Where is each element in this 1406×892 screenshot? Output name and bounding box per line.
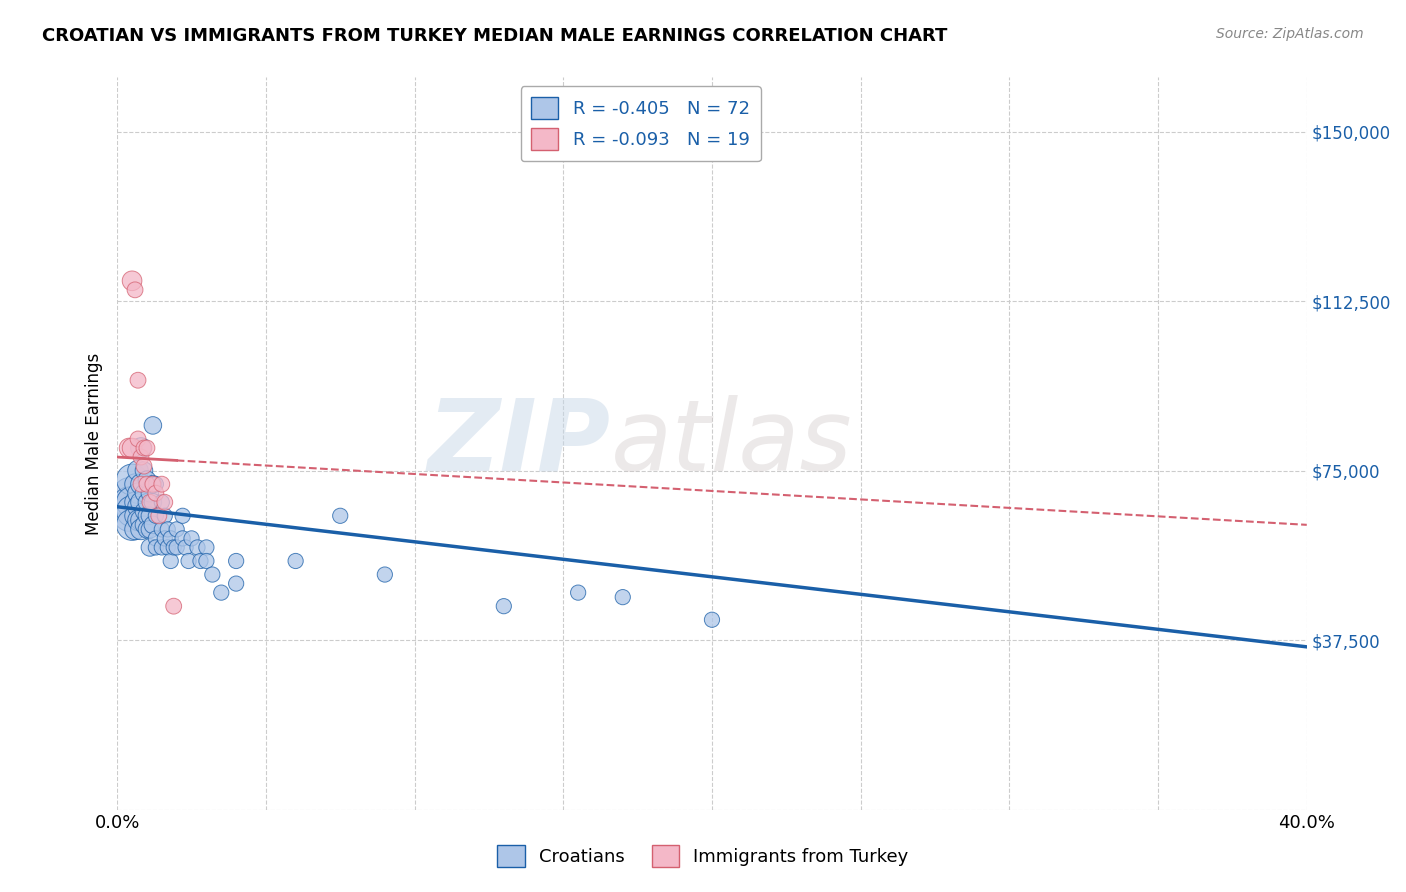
Point — [124, 508, 146, 523]
Point — [492, 599, 515, 614]
Point — [174, 541, 197, 555]
Point — [121, 441, 143, 455]
Point — [139, 522, 162, 536]
Point — [129, 495, 152, 509]
Point — [121, 517, 143, 532]
Point — [166, 522, 188, 536]
Point — [163, 599, 186, 614]
Point — [124, 522, 146, 536]
Point — [129, 513, 152, 527]
Point — [129, 477, 152, 491]
Point — [127, 432, 149, 446]
Point — [172, 532, 194, 546]
Point — [124, 283, 146, 297]
Point — [136, 477, 159, 491]
Point — [121, 274, 143, 288]
Point — [225, 576, 247, 591]
Point — [150, 495, 173, 509]
Point — [118, 486, 141, 500]
Point — [180, 532, 202, 546]
Point — [145, 477, 167, 491]
Point — [136, 495, 159, 509]
Point — [142, 477, 165, 491]
Point — [127, 500, 149, 514]
Point — [156, 522, 179, 536]
Point — [159, 532, 181, 546]
Legend: Croatians, Immigrants from Turkey: Croatians, Immigrants from Turkey — [491, 838, 915, 874]
Point — [124, 495, 146, 509]
Point — [118, 508, 141, 523]
Point — [132, 504, 155, 518]
Point — [129, 477, 152, 491]
Point — [195, 541, 218, 555]
Point — [136, 441, 159, 455]
Point — [156, 541, 179, 555]
Point — [124, 477, 146, 491]
Legend: R = -0.405   N = 72, R = -0.093   N = 19: R = -0.405 N = 72, R = -0.093 N = 19 — [520, 87, 761, 161]
Point — [172, 508, 194, 523]
Point — [142, 477, 165, 491]
Point — [139, 508, 162, 523]
Point — [127, 464, 149, 478]
Point — [121, 504, 143, 518]
Point — [153, 508, 176, 523]
Point — [145, 532, 167, 546]
Point — [166, 541, 188, 555]
Point — [153, 532, 176, 546]
Point — [129, 450, 152, 464]
Text: ZIP: ZIP — [427, 395, 610, 492]
Point — [127, 373, 149, 387]
Point — [150, 477, 173, 491]
Point — [136, 522, 159, 536]
Point — [121, 495, 143, 509]
Point — [139, 495, 162, 509]
Y-axis label: Median Male Earnings: Median Male Earnings — [86, 352, 103, 534]
Point — [190, 554, 212, 568]
Point — [225, 554, 247, 568]
Point — [374, 567, 396, 582]
Point — [118, 441, 141, 455]
Point — [118, 495, 141, 509]
Point — [195, 554, 218, 568]
Point — [139, 541, 162, 555]
Point — [132, 464, 155, 478]
Point — [132, 517, 155, 532]
Point — [700, 613, 723, 627]
Text: atlas: atlas — [610, 395, 852, 492]
Point — [129, 441, 152, 455]
Point — [163, 541, 186, 555]
Point — [145, 508, 167, 523]
Point — [567, 585, 589, 599]
Point — [132, 486, 155, 500]
Point — [150, 541, 173, 555]
Text: CROATIAN VS IMMIGRANTS FROM TURKEY MEDIAN MALE EARNINGS CORRELATION CHART: CROATIAN VS IMMIGRANTS FROM TURKEY MEDIA… — [42, 27, 948, 45]
Point — [177, 554, 200, 568]
Point — [329, 508, 352, 523]
Point — [153, 495, 176, 509]
Text: Source: ZipAtlas.com: Source: ZipAtlas.com — [1216, 27, 1364, 41]
Point — [145, 541, 167, 555]
Point — [142, 517, 165, 532]
Point — [129, 522, 152, 536]
Point — [284, 554, 307, 568]
Point — [145, 486, 167, 500]
Point — [127, 486, 149, 500]
Point — [127, 513, 149, 527]
Point — [136, 508, 159, 523]
Point — [132, 441, 155, 455]
Point — [132, 459, 155, 474]
Point — [142, 495, 165, 509]
Point — [136, 473, 159, 487]
Point — [209, 585, 232, 599]
Point — [612, 590, 634, 604]
Point — [148, 508, 170, 523]
Point — [201, 567, 224, 582]
Point — [121, 473, 143, 487]
Point — [186, 541, 208, 555]
Point — [139, 486, 162, 500]
Point — [142, 418, 165, 433]
Point — [150, 522, 173, 536]
Point — [159, 554, 181, 568]
